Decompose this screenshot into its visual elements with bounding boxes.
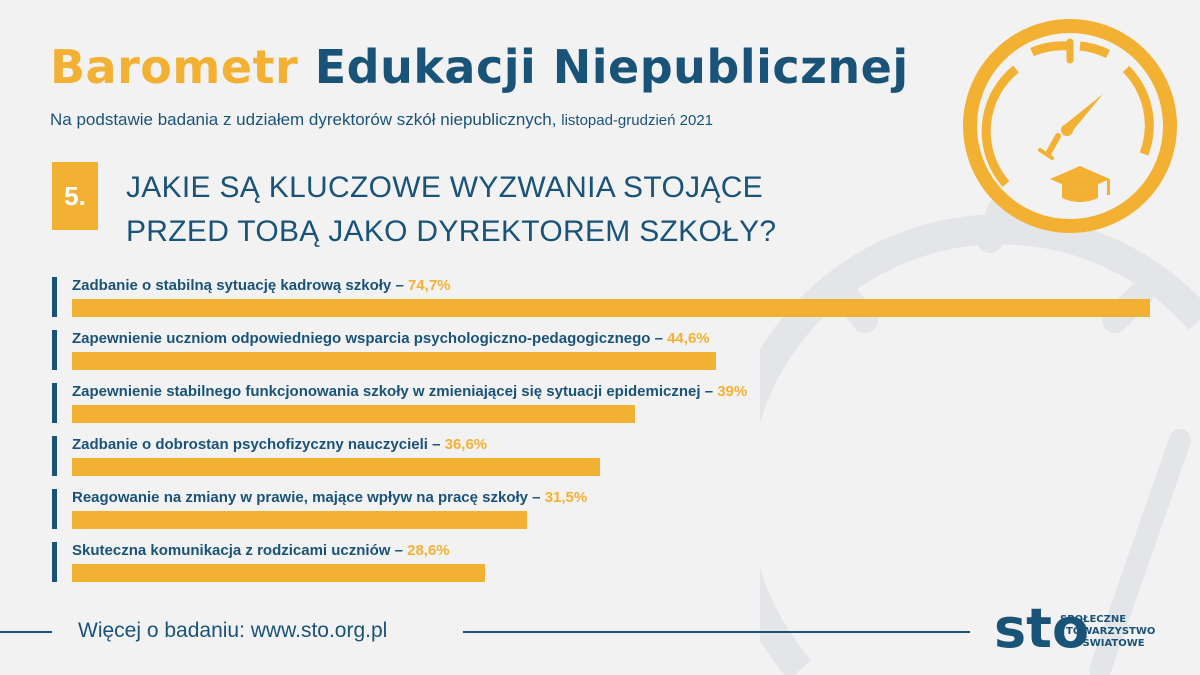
bar-item: Zadbanie o dobrostan psychofizyczny nauc… (0, 431, 1200, 484)
logo-letters: sto (994, 597, 1089, 660)
bar-item: Zadbanie o stabilną sytuację kadrową szk… (0, 272, 1200, 325)
bar-item: Zapewnienie stabilnego funkcjonowania sz… (0, 378, 1200, 431)
footer-line-left (0, 631, 52, 633)
bar (72, 511, 527, 529)
bar-label: Reagowanie na zmiany w prawie, mające wp… (72, 489, 587, 506)
bar (72, 299, 1150, 317)
question-text: JAKIE SĄ KLUCZOWE WYZWANIA STOJĄCE PRZED… (126, 166, 776, 254)
bar-item: Reagowanie na zmiany w prawie, mające wp… (0, 484, 1200, 537)
bar-label: Zadbanie o dobrostan psychofizyczny nauc… (72, 436, 487, 453)
title-word-barometr: Barometr (50, 40, 299, 94)
bar (72, 458, 600, 476)
bar-label: Zapewnienie uczniom odpowiedniego wsparc… (72, 330, 710, 347)
sto-logo-text: SPOŁECZNE TOWARZYSTWO OŚWIATOWE (1060, 614, 1155, 650)
bar-value-label: 74,7% (407, 277, 451, 294)
footer-line-right (463, 631, 970, 633)
org-name-line-2: TOWARZYSTWO (1066, 626, 1156, 637)
bar-separator: – (650, 330, 668, 347)
bar-separator: – (391, 277, 408, 294)
bar-label: Zadbanie o stabilną sytuację kadrową szk… (72, 277, 451, 294)
bar-item: Skuteczna komunikacja z rodzicami ucznió… (0, 537, 1200, 590)
title-word-edukacji: Edukacji Niepublicznej (314, 40, 909, 94)
bar (72, 352, 716, 370)
bar-accent (52, 542, 57, 582)
bar (72, 564, 485, 582)
sto-logo-icon: sto (994, 597, 1089, 660)
bar-category-label: Zadbanie o dobrostan psychofizyczny nauc… (72, 436, 428, 453)
bar-accent (52, 330, 57, 370)
bar-chart: Zadbanie o stabilną sytuację kadrową szk… (0, 272, 1200, 590)
bar-value-label: 39% (717, 383, 748, 400)
subtitle-date: listopad-grudzień 2021 (561, 112, 714, 129)
bar-item: Zapewnienie uczniom odpowiedniego wsparc… (0, 325, 1200, 378)
subtitle: Na podstawie badania z udziałem dyrektor… (50, 110, 713, 130)
bar-separator: – (427, 436, 445, 453)
bar-category-label: Zapewnienie uczniom odpowiedniego wsparc… (72, 330, 651, 347)
org-name-line-3: OŚWIATOWE (1074, 638, 1145, 649)
bar-value-label: 36,6% (444, 436, 488, 453)
question-line-2: PRZED TOBĄ JAKO DYREKTOREM SZKOŁY? (126, 215, 777, 248)
bar-value-label: 44,6% (667, 330, 710, 347)
bar (72, 405, 635, 423)
bar-value-label: 31,5% (544, 489, 588, 506)
bar-category-label: Zapewnienie stabilnego funkcjonowania sz… (72, 383, 701, 400)
bar-separator: – (700, 383, 718, 400)
footer-link-text: Więcej o badaniu: www.sto.org.pl (78, 619, 388, 642)
page-title: Barometr Edukacji Niepublicznej (50, 40, 909, 94)
bar-separator: – (528, 489, 545, 506)
subtitle-main: Na podstawie badania z udziałem dyrektor… (50, 110, 557, 129)
bar-label: Zapewnienie stabilnego funkcjonowania sz… (72, 383, 747, 400)
bar-separator: – (390, 542, 408, 559)
bar-value-label: 28,6% (407, 542, 450, 559)
bar-accent (52, 489, 57, 529)
bar-category-label: Zadbanie o stabilną sytuację kadrową szk… (72, 277, 392, 294)
gauge-with-graduation-cap-icon (963, 19, 1177, 233)
org-name-line-1: SPOŁECZNE (1060, 614, 1127, 625)
question-number: 5. (52, 162, 98, 230)
question-line-1: JAKIE SĄ KLUCZOWE WYZWANIA STOJĄCE (126, 171, 763, 204)
bar-accent (52, 436, 57, 476)
bar-accent (52, 277, 57, 317)
bar-accent (52, 383, 57, 423)
bar-category-label: Reagowanie na zmiany w prawie, mające wp… (72, 489, 529, 506)
bar-label: Skuteczna komunikacja z rodzicami ucznió… (72, 542, 450, 559)
bar-category-label: Skuteczna komunikacja z rodzicami ucznió… (72, 542, 391, 559)
